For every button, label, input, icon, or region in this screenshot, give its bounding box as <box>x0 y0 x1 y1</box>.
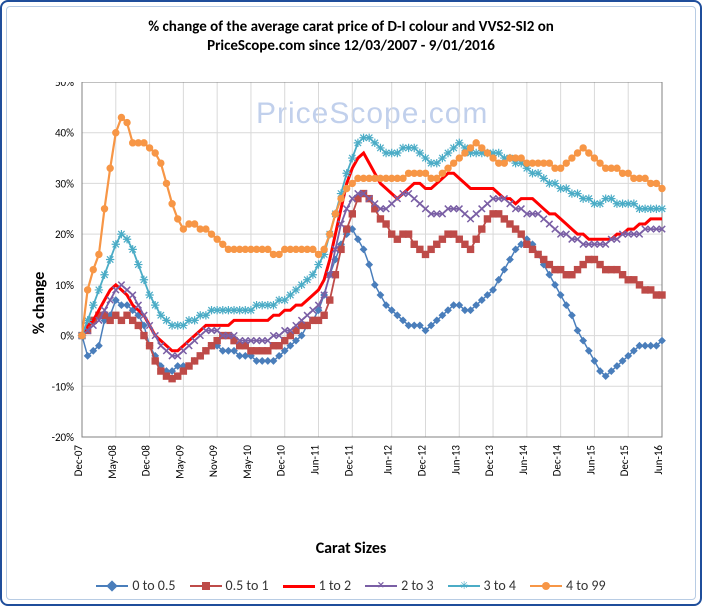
svg-text:Dec-12: Dec-12 <box>415 445 428 477</box>
svg-text:0%: 0% <box>61 330 75 343</box>
legend-label: 4 to 99 <box>566 577 606 594</box>
svg-text:Jun-16: Jun-16 <box>652 445 665 475</box>
svg-text:-20%: -20% <box>52 431 75 444</box>
legend-swatch: ✳ <box>448 579 480 593</box>
series-4-to-99 <box>79 114 665 338</box>
legend-item: 4 to 99 <box>530 577 606 594</box>
svg-text:Dec-07: Dec-07 <box>72 445 85 477</box>
title-line-1: % change of the average carat price of D… <box>148 18 554 36</box>
legend-label: 0.5 to 1 <box>226 577 269 594</box>
series-0-to-0.5 <box>79 226 665 379</box>
svg-text:Dec-14: Dec-14 <box>551 445 564 477</box>
legend-swatch: ✕ <box>365 579 397 593</box>
title-line-2: PriceScope.com since 12/03/2007 - 9/01/2… <box>207 37 495 55</box>
legend-item: ✕ 2 to 3 <box>365 577 433 594</box>
svg-text:10%: 10% <box>55 279 74 292</box>
legend-item: ✳ 3 to 4 <box>448 577 516 594</box>
legend-swatch <box>283 579 315 593</box>
svg-text:Jun-15: Jun-15 <box>584 445 597 475</box>
legend-item: 0 to 0.5 <box>96 577 175 594</box>
chart-frame: % change of the average carat price of D… <box>0 0 702 606</box>
svg-text:May-08: May-08 <box>106 445 119 479</box>
legend-label: 0 to 0.5 <box>132 577 175 594</box>
svg-text:May-09: May-09 <box>173 445 186 479</box>
svg-text:20%: 20% <box>55 228 74 241</box>
svg-text:-10%: -10% <box>52 380 75 393</box>
series-3-to-4 <box>78 134 666 340</box>
svg-text:50%: 50% <box>55 82 74 89</box>
svg-text:Dec-11: Dec-11 <box>342 445 355 477</box>
svg-text:Dec-10: Dec-10 <box>275 445 288 477</box>
svg-text:Jun-13: Jun-13 <box>449 445 462 475</box>
svg-text:Dec-08: Dec-08 <box>140 445 153 477</box>
chart-svg: -20% -10% 0% 10% 20% 30% 40% 50% Dec-07 May-08 Dec… <box>37 82 667 502</box>
legend-label: 1 to 2 <box>319 577 351 594</box>
svg-text:40%: 40% <box>55 127 74 140</box>
legend-swatch <box>190 579 222 593</box>
svg-text:Dec-15: Dec-15 <box>618 445 631 476</box>
legend-swatch <box>96 579 128 593</box>
legend: 0 to 0.5 0.5 to 1 1 to 2 ✕ 2 to 3 ✳ 3 to 4 4 to… <box>2 577 700 594</box>
svg-text:Jun-11: Jun-11 <box>309 445 322 475</box>
svg-text:Jun-12: Jun-12 <box>382 445 395 475</box>
plot-area: -20%-10%0%10%20%30%40%50%Dec-07May-08Dec… <box>82 82 662 492</box>
svg-text:Nov-09: Nov-09 <box>207 445 220 478</box>
legend-label: 2 to 3 <box>401 577 433 594</box>
legend-item: 1 to 2 <box>283 577 351 594</box>
legend-swatch <box>530 579 562 593</box>
series-0.5-to-1 <box>79 190 665 382</box>
x-axis-label: Carat Sizes <box>2 539 700 558</box>
svg-text:May-10: May-10 <box>241 445 254 479</box>
svg-text:30%: 30% <box>55 177 74 190</box>
legend-label: 3 to 4 <box>484 577 516 594</box>
chart-title: % change of the average carat price of D… <box>52 18 650 56</box>
svg-text:Jun-14: Jun-14 <box>517 445 530 475</box>
legend-item: 0.5 to 1 <box>190 577 269 594</box>
svg-text:Dec-13: Dec-13 <box>483 445 496 477</box>
